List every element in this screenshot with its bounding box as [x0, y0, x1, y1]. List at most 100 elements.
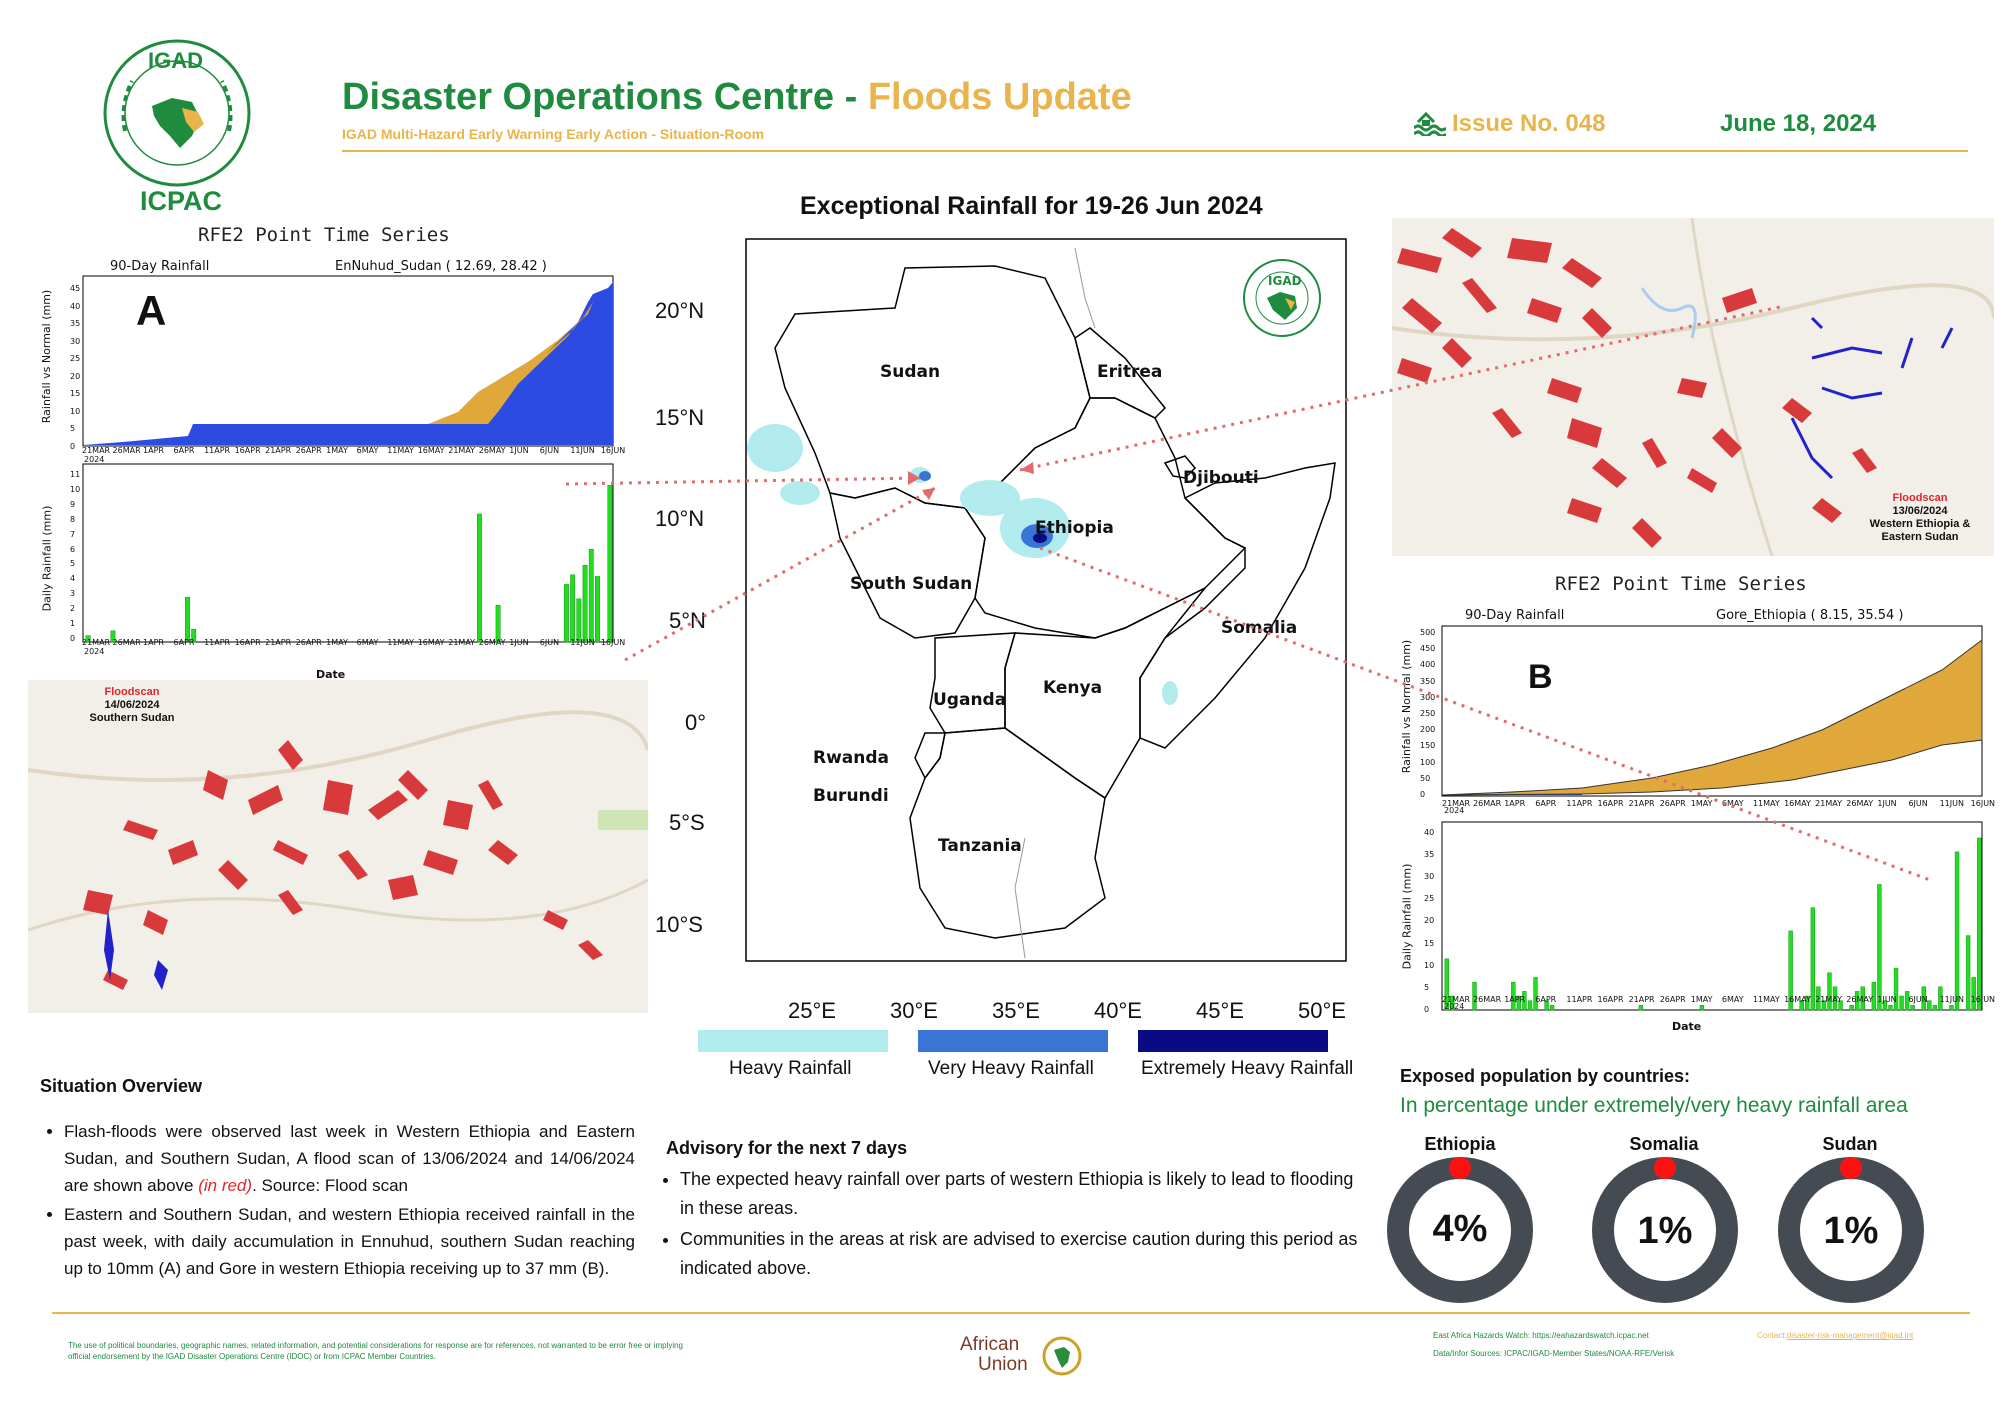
- situation-bullet-1: Flash-floods were observed last week in …: [64, 1118, 635, 1199]
- y-tick: 5: [70, 424, 76, 434]
- y-tick: 200: [1420, 725, 1436, 735]
- y-tick: 300: [1420, 692, 1436, 702]
- situation-b1-post: . Source: Flood scan: [252, 1176, 408, 1195]
- series-b-marker: B: [1528, 658, 1553, 696]
- y-tick: 100: [1420, 757, 1436, 767]
- daily-rainfall-bar: [1533, 977, 1538, 1011]
- floodscan-top-caption: Floodscan 13/06/2024 Western Ethiopia & …: [1850, 492, 1990, 544]
- daily-rainfall-bar: [1450, 995, 1455, 1011]
- date-tick: 16JUN: [600, 638, 626, 647]
- daily-rainfall-bar: [1788, 930, 1793, 1011]
- date-tick: 6APR: [1535, 799, 1557, 808]
- date-tick: 21MAR: [1442, 799, 1471, 808]
- daily-rainfall-bar: [1805, 995, 1810, 1011]
- situation-title: Situation Overview: [40, 1076, 203, 1096]
- label-sudan: Sudan: [880, 362, 941, 382]
- date-tick: 6JUN: [539, 446, 560, 455]
- date-tick: 1JUN: [1877, 995, 1897, 1004]
- y-tick: 15: [1424, 938, 1435, 948]
- series-b-panel-left: 90-Day Rainfall: [1465, 608, 1565, 623]
- daily-rainfall-bar: [1855, 991, 1860, 1011]
- y-tick: 0: [1420, 790, 1426, 799]
- situation-bullet-2: Eastern and Southern Sudan, and western …: [64, 1201, 635, 1282]
- daily-rainfall-bar: [1871, 981, 1877, 1011]
- daily-rainfall-bar: [1893, 967, 1899, 1011]
- footer-contact: Contact:disaster-risk-management@igad.in…: [1757, 1331, 1913, 1340]
- au-line1: African: [960, 1334, 1020, 1355]
- date-tick: 26MAY: [1846, 995, 1874, 1004]
- situation-b1-text: Flash-floods were observed last week in …: [64, 1122, 635, 1195]
- donut-somalia: [1590, 1155, 1740, 1305]
- y-tick: 45: [70, 284, 81, 294]
- advisory-title: Advisory for the next 7 days: [666, 1138, 908, 1158]
- y-tick: 40: [70, 301, 81, 311]
- floodscan-southern-sudan-map: [27, 680, 650, 1013]
- daily-rainfall-bar: [1899, 995, 1904, 1011]
- daily-rainfall-bar: [1904, 991, 1910, 1011]
- issue-number: Issue No. 048: [1452, 110, 1606, 137]
- date-tick: 16MAY: [1784, 799, 1811, 808]
- daily-rainfall-bar: [1932, 1005, 1938, 1011]
- date-tick: 1JUN: [509, 446, 529, 455]
- daily-rainfall-bar: [1877, 884, 1882, 1011]
- date-tick: 16APR: [234, 446, 261, 455]
- y-tick: 35: [70, 319, 81, 329]
- y-tick: 20: [1424, 916, 1435, 926]
- lat-label: 10°S: [655, 912, 703, 937]
- header-divider: [342, 150, 1968, 152]
- y-tick: 30: [1424, 872, 1435, 882]
- floodscan-top-date: 13/06/2024: [1892, 505, 1948, 517]
- daily-rainfall-bar: [576, 598, 582, 643]
- label-eritrea: Eritrea: [1097, 362, 1163, 382]
- donut-label-somalia: Somalia: [1629, 1134, 1699, 1154]
- y-tick: 400: [1420, 660, 1436, 670]
- footer-disclaimer: The use of political boundaries, geograp…: [68, 1341, 684, 1361]
- daily-rainfall-bar: [1954, 851, 1960, 1011]
- date-tick: 1APR: [143, 446, 164, 455]
- footer-contact-label: Contact:: [1757, 1331, 1787, 1340]
- y-tick: 500: [1420, 628, 1436, 638]
- date-tick: 1MAY: [1690, 995, 1713, 1004]
- date-tick: 21APR: [1628, 799, 1655, 808]
- daily-rainfall-bar: [1549, 1005, 1555, 1011]
- lon-label: 25°E: [788, 998, 836, 1023]
- date-tick: 26MAR: [112, 446, 141, 455]
- daily-rainfall-bar: [1971, 977, 1976, 1011]
- lon-label: 50°E: [1298, 998, 1346, 1023]
- date-tick: 16APR: [1597, 799, 1624, 808]
- floodscan-top-place: Western Ethiopia & Eastern Sudan: [1869, 518, 1971, 543]
- label-kenya: Kenya: [1043, 678, 1103, 698]
- y-tick: 350: [1420, 676, 1436, 686]
- date-tick: 21MAY: [448, 638, 476, 647]
- lat-label: 10°N: [655, 506, 705, 531]
- series-a-ylabel-bottom: Daily Rainfall (mm): [40, 505, 54, 612]
- series-a-xlabel: Date: [316, 668, 346, 681]
- footer-contact-email[interactable]: disaster-risk-management@igad.int: [1786, 1331, 1914, 1340]
- title-part1: Disaster Operations Centre -: [342, 76, 868, 118]
- advisory-bullet-2: Communities in the areas at risk are adv…: [680, 1225, 1361, 1283]
- date-tick: 11APR: [1566, 799, 1593, 808]
- daily-rainfall-bar: [85, 635, 91, 643]
- daily-rainfall-bar: [1938, 986, 1943, 1011]
- daily-rainfall-bar: [1516, 995, 1522, 1011]
- date-tick: 16JUN: [1970, 799, 1996, 808]
- situation-list: Flash-floods were observed last week in …: [40, 1118, 635, 1284]
- lat-label: 20°N: [655, 298, 705, 323]
- series-b-ylabel-bottom: Daily Rainfall (mm): [1400, 863, 1414, 970]
- date-tick: 6MAY: [356, 446, 379, 455]
- page-title: Disaster Operations Centre - Floods Upda…: [342, 76, 1132, 119]
- footer-watch[interactable]: East Africa Hazards Watch: https://eahaz…: [1433, 1331, 1649, 1340]
- date-tick: 1APR: [1504, 799, 1526, 808]
- date-tick: 21APR: [1628, 995, 1655, 1004]
- logo-igad-text: IGAD: [148, 48, 203, 73]
- y-tick: 35: [1424, 850, 1435, 859]
- date-tick: 26MAR: [1473, 995, 1502, 1004]
- lat-label: 5°N: [669, 608, 706, 633]
- date-tick: 1MAY: [326, 638, 348, 647]
- y-tick: 25: [1424, 894, 1435, 904]
- date-tick: 21MAR: [1442, 995, 1471, 1004]
- date-tick: 21MAR: [82, 638, 111, 647]
- rainfall-map: [745, 238, 1347, 962]
- date-tick: 6MAY: [356, 638, 379, 647]
- series-a-year-bottom: 2024: [84, 647, 105, 656]
